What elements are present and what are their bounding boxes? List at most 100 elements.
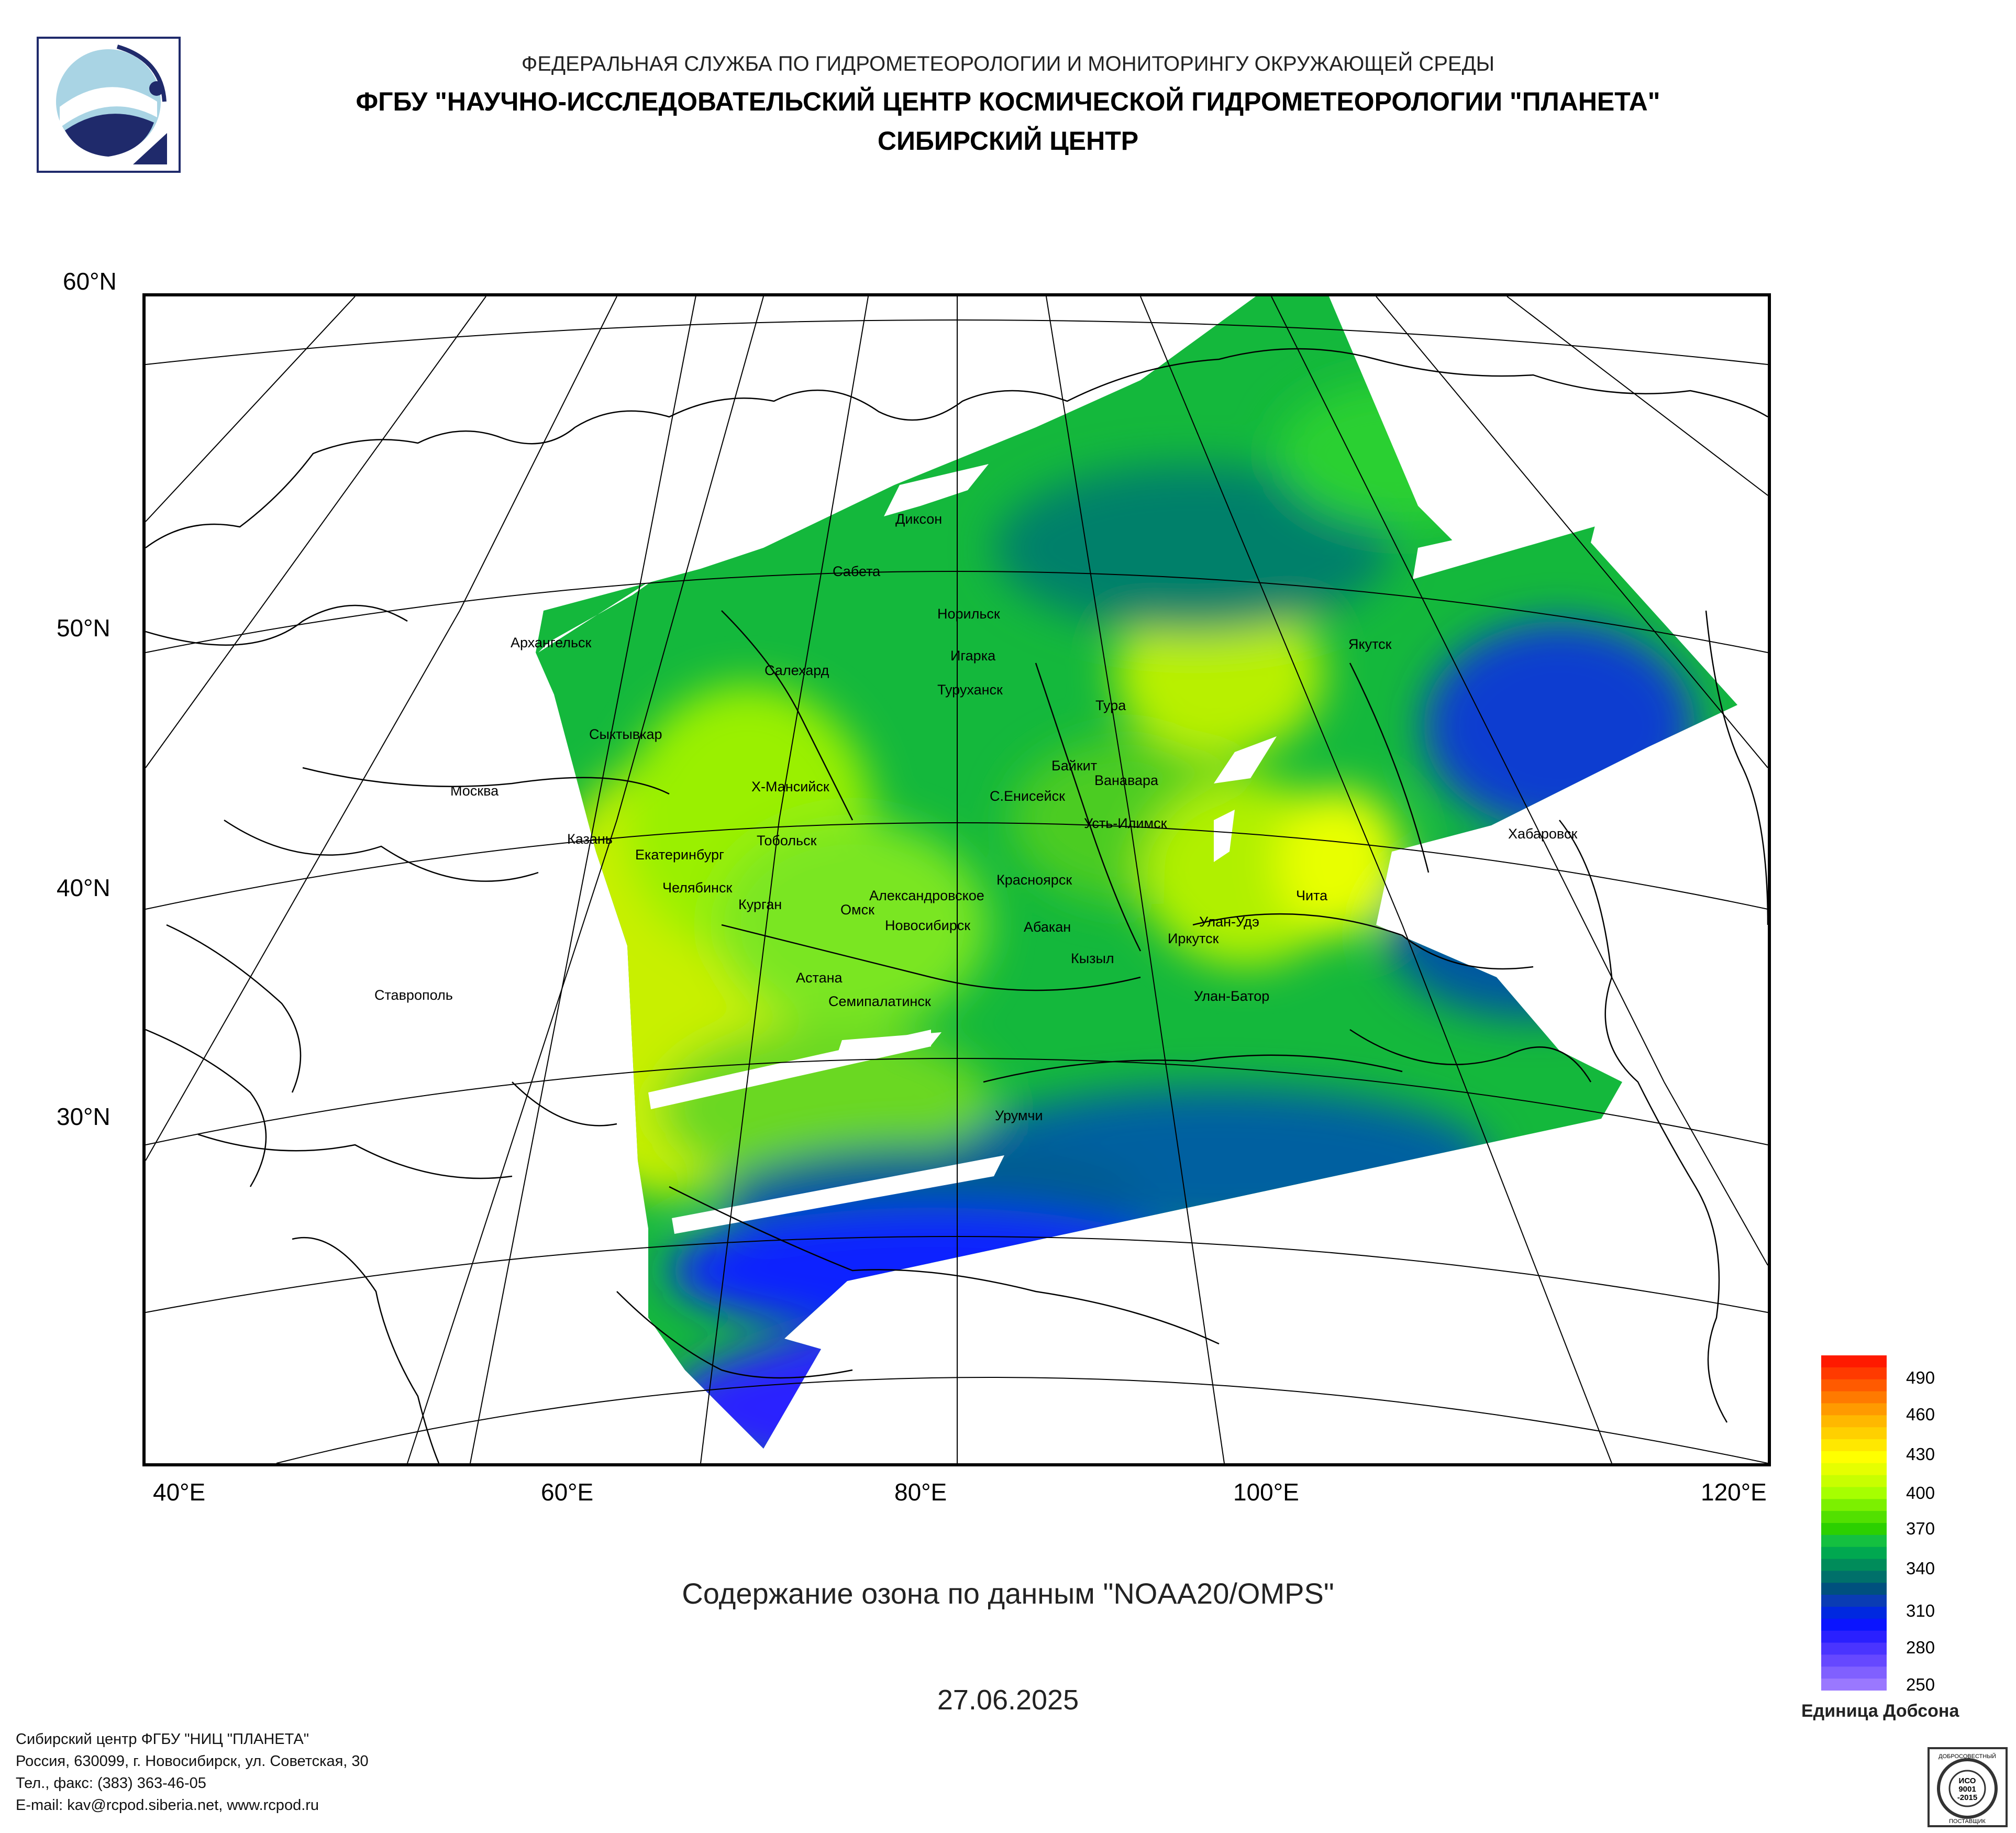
legend-units: Единица Добсона [1801, 1701, 1959, 1721]
legend-color-step [1821, 1583, 1887, 1595]
header-line-1: ФЕДЕРАЛЬНАЯ СЛУЖБА ПО ГИДРОМЕТЕОРОЛОГИИ … [521, 52, 1495, 75]
legend-color-step [1821, 1391, 1887, 1404]
city-label: Александровское [869, 888, 984, 903]
lon-label-100: 100°E [1233, 1478, 1299, 1506]
footer-line-4: E-mail: kav@rcpod.siberia.net, www.rcpod… [16, 1797, 319, 1814]
lon-label-80: 80°E [894, 1478, 947, 1506]
city-label: Салехард [765, 662, 829, 678]
city-label: Иркутск [1168, 931, 1219, 946]
footer-line-3: Тел., факс: (383) 363-46-05 [16, 1775, 206, 1792]
legend-color-step [1821, 1427, 1887, 1440]
legend-color-step [1821, 1355, 1887, 1368]
city-label: Челябинск [662, 880, 733, 896]
legend-color-step [1821, 1403, 1887, 1416]
lon-label-120: 120°E [1701, 1478, 1767, 1506]
svg-text:ПОСТАВЩИК: ПОСТАВЩИК [1949, 1818, 1986, 1825]
city-label: Игарка [950, 648, 996, 664]
footer-address: Сибирский центр ФГБУ "НИЦ "ПЛАНЕТА" Росс… [16, 1728, 369, 1816]
legend-color-step [1821, 1523, 1887, 1536]
map-overlay [146, 296, 1768, 1463]
planeta-logo [37, 37, 181, 173]
svg-text:9001: 9001 [1958, 1785, 1976, 1794]
legend-color-step [1821, 1607, 1887, 1619]
city-label: Ванавара [1094, 772, 1159, 788]
city-label: Чита [1296, 888, 1328, 903]
city-label: Туруханск [937, 682, 1003, 698]
city-label: Норильск [937, 606, 1000, 622]
legend-color-step [1821, 1487, 1887, 1499]
legend-colorbar [1821, 1355, 1887, 1691]
city-label: С.Енисейск [990, 788, 1065, 804]
city-label: Абакан [1024, 919, 1071, 935]
city-label: Усть-Илимск [1084, 815, 1167, 831]
city-label: Казань [567, 831, 613, 847]
header-line-3: СИБИРСКИЙ ЦЕНТР [877, 126, 1139, 156]
legend-color-step [1821, 1511, 1887, 1523]
legend-label: 250 [1906, 1675, 1935, 1694]
city-label: Курган [738, 897, 782, 912]
legend-color-step [1821, 1654, 1887, 1667]
legend-label: 340 [1906, 1559, 1935, 1578]
city-label: Улан-Удэ [1199, 914, 1259, 930]
legend-color-step [1821, 1547, 1887, 1560]
city-label: Новосибирск [885, 918, 971, 933]
legend-color-step [1821, 1439, 1887, 1452]
legend-color-step [1821, 1415, 1887, 1428]
lon-label-40: 40°E [153, 1478, 206, 1506]
city-label: Екатеринбург [635, 847, 724, 863]
legend-color-step [1821, 1379, 1887, 1392]
city-label: Сабета [833, 564, 881, 579]
legend-label: 460 [1906, 1405, 1935, 1424]
legend-color-step [1821, 1451, 1887, 1464]
legend-color-step [1821, 1666, 1887, 1679]
header-line-2: ФГБУ "НАУЧНО-ИССЛЕДОВАТЕЛЬСКИЙ ЦЕНТР КОС… [356, 87, 1660, 116]
legend-color-step [1821, 1463, 1887, 1476]
footer-line-2: Россия, 630099, г. Новосибирск, ул. Сове… [16, 1753, 369, 1770]
legend-color-step [1821, 1595, 1887, 1607]
legend-color-step [1821, 1499, 1887, 1511]
map-date: 27.06.2025 [937, 1684, 1079, 1716]
lat-label-60: 60°N [63, 268, 117, 295]
city-label: Х-Мансийск [751, 779, 829, 794]
iso-badge: ДОБРОСОВЕСТНЫЙ ИСО 9001 -2015 ПОСТАВЩИК [1927, 1747, 2008, 1828]
legend-color-step [1821, 1559, 1887, 1571]
city-label: Байкит [1051, 758, 1098, 774]
city-label: Урумчи [995, 1108, 1043, 1123]
city-label: Архангельск [511, 635, 592, 650]
lon-label-60: 60°E [541, 1478, 594, 1506]
iso-top-text: ДОБРОСОВЕСТНЫЙ [1939, 1753, 1996, 1760]
city-label: Москва [450, 783, 499, 799]
legend-label: 310 [1906, 1601, 1935, 1620]
legend-color-step [1821, 1367, 1887, 1380]
legend-color-step [1821, 1618, 1887, 1631]
city-label: Тобольск [757, 833, 817, 848]
city-label: Диксон [895, 511, 943, 527]
city-label: Тура [1095, 698, 1126, 713]
graticule [146, 296, 1768, 1463]
legend-label: 280 [1906, 1638, 1935, 1657]
city-label: Кызыл [1071, 951, 1114, 966]
legend-color-step [1821, 1534, 1887, 1548]
legend-label: 370 [1906, 1519, 1935, 1538]
city-label: Семипалатинск [828, 993, 931, 1009]
lat-label-40: 40°N [57, 874, 110, 901]
svg-text:ИСО: ИСО [1959, 1776, 1976, 1785]
city-label: Астана [796, 970, 843, 986]
city-label: Улан-Батор [1194, 988, 1270, 1004]
footer-line-1: Сибирский центр ФГБУ "НИЦ "ПЛАНЕТА" [16, 1731, 309, 1748]
city-label: Сыктывкар [589, 726, 662, 742]
map-title: Содержание озона по данным "NOAA20/OMPS" [682, 1577, 1334, 1610]
legend-color-step [1821, 1571, 1887, 1583]
svg-text:-2015: -2015 [1957, 1793, 1977, 1802]
legend-label: 400 [1906, 1483, 1935, 1503]
city-label: Ставрополь [374, 987, 453, 1003]
legend-color-step [1821, 1630, 1887, 1643]
legend-label: 490 [1906, 1368, 1935, 1387]
legend-color-step [1821, 1475, 1887, 1487]
lat-label-30: 30°N [57, 1103, 110, 1130]
city-label: Омск [840, 902, 874, 918]
city-label: Хабаровск [1508, 826, 1578, 842]
coastlines [146, 348, 1768, 1463]
legend-label: 430 [1906, 1444, 1935, 1464]
gap-kazakhstan [648, 1030, 931, 1109]
